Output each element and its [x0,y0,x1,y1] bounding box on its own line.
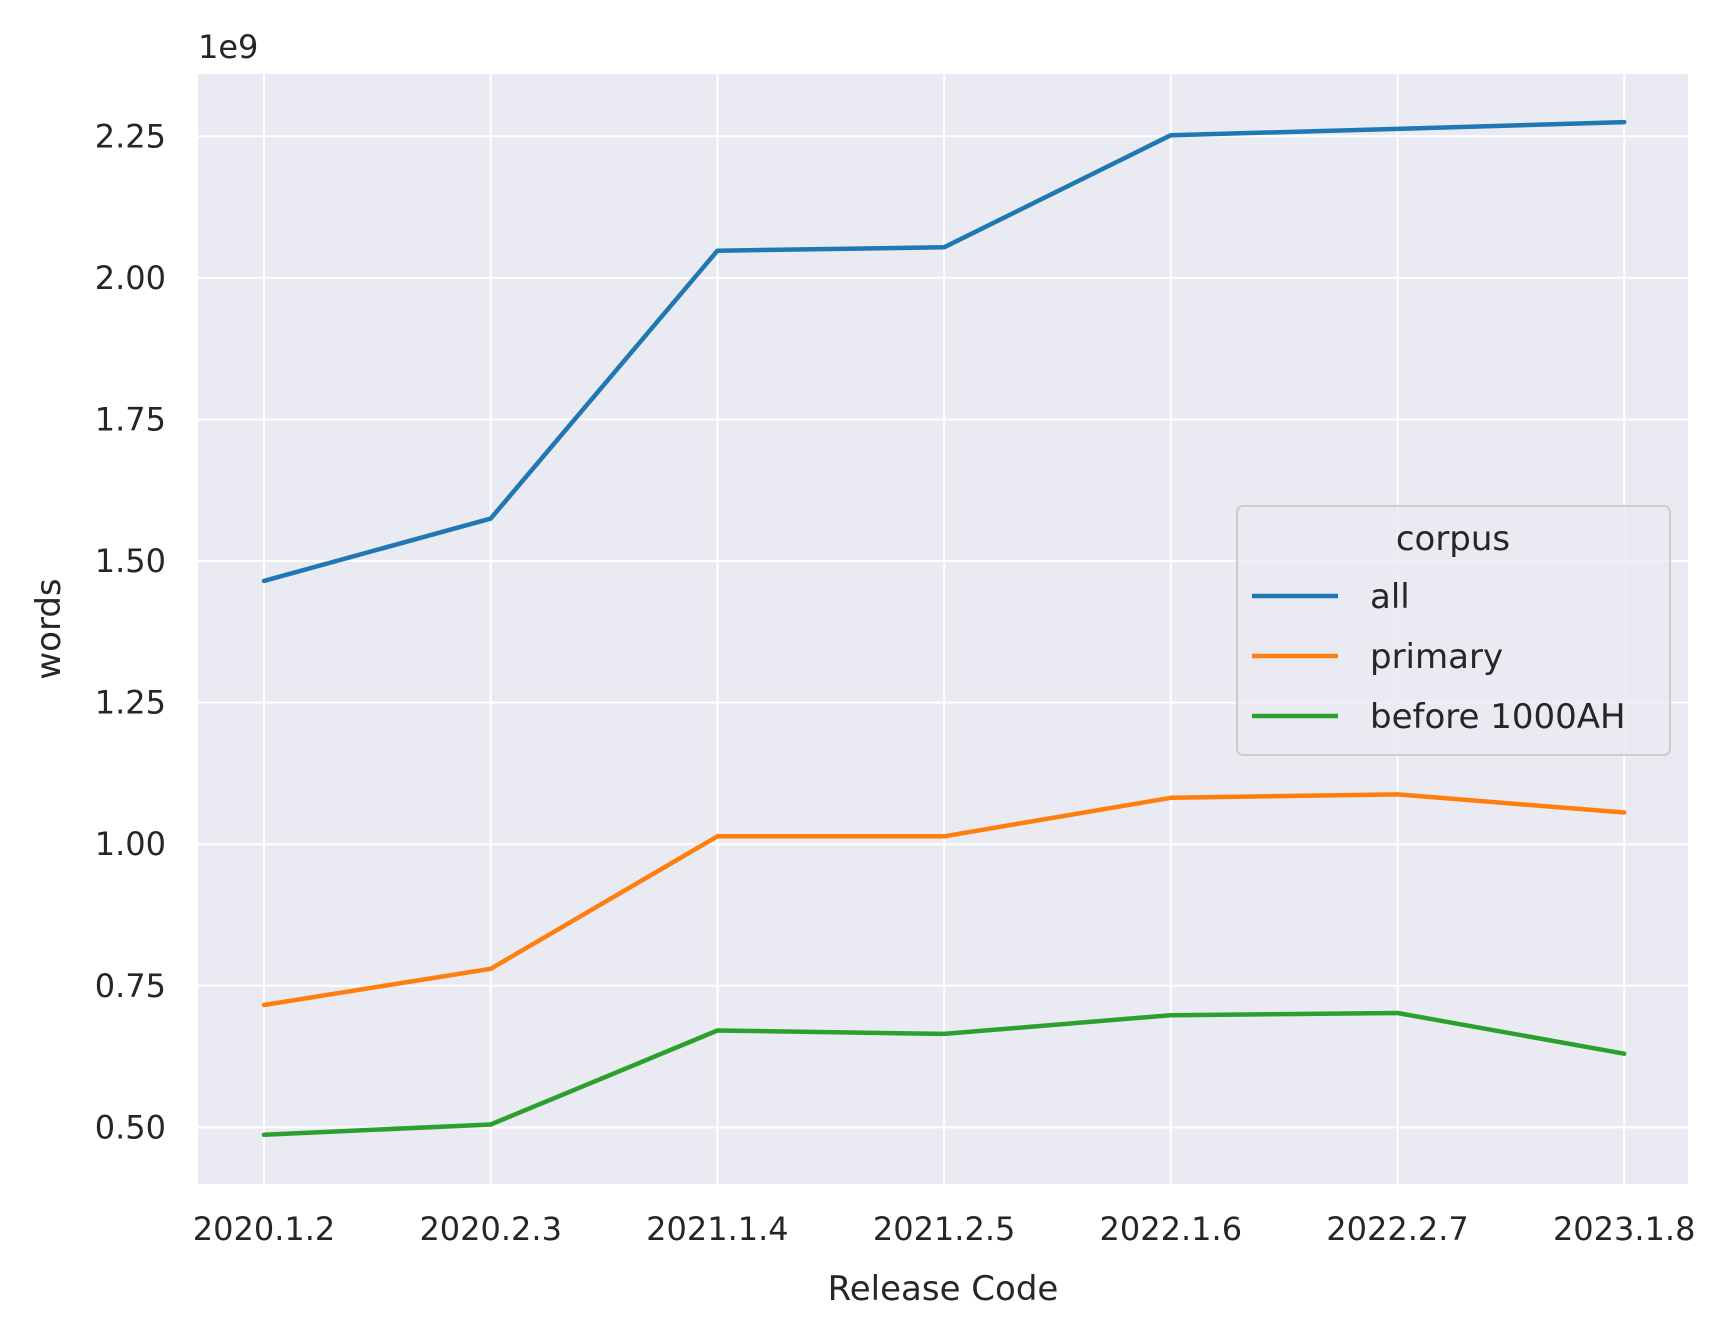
x-tick-label: 2021.1.4 [646,1210,789,1248]
x-tick-label: 2022.1.6 [1100,1210,1243,1248]
x-tick-label: 2023.1.8 [1553,1210,1696,1248]
legend-box [1236,505,1671,756]
y-offset-label: 1e9 [198,28,258,66]
legend-label: primary [1370,637,1503,677]
legend-label: before 1000AH [1370,697,1626,737]
y-axis-label: words [29,578,69,679]
y-tick-label: 0.75 [95,967,166,1005]
series-lines [261,119,1627,1137]
series-line-primary [261,792,1627,1008]
y-tick-label: 1.75 [95,400,166,438]
y-tick-label: 2.25 [95,117,166,155]
series-line-before-1000ah [261,1010,1627,1137]
y-tick-label: 1.25 [95,684,166,722]
legend-label: all [1370,577,1410,617]
y-tick-label: 2.00 [95,259,166,297]
y-tick-label: 1.50 [95,542,166,580]
x-tick-label: 2020.1.2 [193,1210,336,1248]
legend-items: all primary before 1000AH [1252,577,1626,737]
y-tick-label: 0.50 [95,1108,166,1146]
legend-title: corpus [1396,519,1510,559]
y-tick-labels: 0.50 0.75 1.00 1.25 1.50 1.75 2.00 2.25 [95,117,166,1146]
series-line-all [261,119,1627,584]
x-tick-label: 2022.2.7 [1326,1210,1469,1248]
x-tick-label: 2021.2.5 [873,1210,1016,1248]
x-tick-label: 2020.2.3 [419,1210,562,1248]
y-tick-label: 1.00 [95,825,166,863]
x-tick-labels: 2020.1.2 2020.2.3 2021.1.4 2021.2.5 2022.1.6… [193,1210,1696,1248]
x-axis-label: Release Code [828,1269,1059,1309]
legend: corpus all primary before 1000AH [1236,505,1671,756]
